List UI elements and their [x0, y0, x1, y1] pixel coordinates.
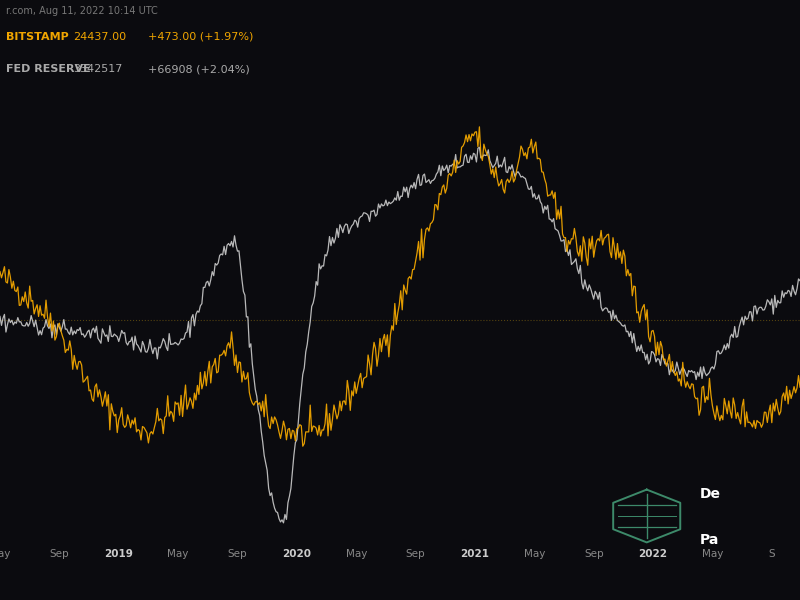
Text: 24437.00: 24437.00	[74, 31, 126, 41]
Text: Pa: Pa	[699, 533, 719, 547]
Text: r.com, Aug 11, 2022 10:14 UTC: r.com, Aug 11, 2022 10:14 UTC	[6, 6, 158, 16]
Text: +66908 (+2.04%): +66908 (+2.04%)	[148, 64, 250, 74]
Text: 3342517: 3342517	[74, 64, 123, 74]
Text: FED RESERVE: FED RESERVE	[6, 64, 91, 74]
Text: BITSTAMP: BITSTAMP	[6, 31, 69, 41]
Text: +473.00 (+1.97%): +473.00 (+1.97%)	[148, 31, 254, 41]
Text: De: De	[699, 487, 721, 502]
